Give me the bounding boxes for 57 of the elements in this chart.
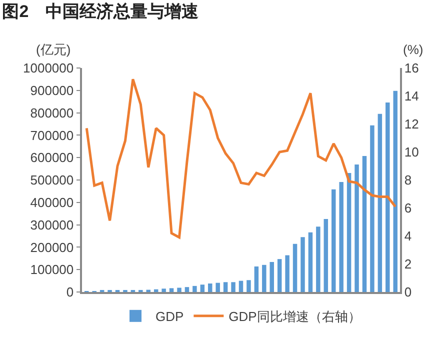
- bar: [362, 156, 367, 292]
- bar: [277, 259, 282, 292]
- bar: [378, 114, 382, 292]
- bar: [316, 226, 320, 292]
- bar: [270, 262, 274, 292]
- bar: [169, 288, 174, 292]
- chart-title: 图2 中国经济总量与增速: [2, 2, 199, 22]
- y-tick-label: 200000: [30, 240, 74, 255]
- y-tick-label: 900000: [30, 82, 74, 98]
- y-tick-label: 500000: [30, 172, 74, 188]
- y2-tick-label: 2: [404, 256, 412, 272]
- y-tick-label: 400000: [30, 194, 74, 210]
- bar: [262, 264, 266, 292]
- legend-label: GDP: [156, 308, 184, 324]
- bar: [308, 232, 313, 292]
- y-tick-label: 300000: [30, 217, 74, 232]
- y2-tick-label: 12: [404, 116, 419, 132]
- bar: [223, 282, 228, 292]
- bar: [285, 255, 290, 292]
- bar: [332, 189, 336, 292]
- y2-tick-label: 0: [404, 284, 412, 300]
- bar: [162, 288, 166, 292]
- bar: [339, 182, 344, 292]
- y-tick-label: 1000000: [23, 60, 74, 76]
- bar: [192, 286, 197, 292]
- bar: [231, 282, 236, 292]
- bar: [324, 218, 328, 292]
- bar: [246, 280, 251, 292]
- bar: [300, 237, 305, 292]
- y-tick-label: 600000: [30, 150, 74, 166]
- bar: [393, 90, 398, 292]
- legend-label: GDP同比增速（右轴）: [228, 308, 361, 324]
- line-series: [85, 78, 397, 239]
- bar: [386, 102, 390, 292]
- bar: [254, 266, 259, 292]
- bar: [346, 173, 352, 292]
- bar: [292, 244, 298, 292]
- y-tick-label: 700000: [30, 128, 74, 143]
- bar: [200, 284, 205, 292]
- y2-axis-title: (%): [403, 42, 424, 57]
- y2-tick-label: 10: [404, 144, 419, 160]
- y-tick-label: 0: [66, 284, 74, 300]
- y2-tick-label: 14: [404, 88, 419, 104]
- y-tick-label: 800000: [30, 105, 74, 120]
- bar: [354, 164, 359, 292]
- bar: [177, 288, 182, 292]
- bar: [370, 125, 374, 292]
- y2-tick-label: 4: [404, 228, 412, 244]
- y-axis-title: (亿元): [36, 42, 71, 57]
- bar: [216, 282, 220, 292]
- y-tick-label: 100000: [30, 262, 74, 278]
- y2-tick-label: 16: [404, 60, 419, 76]
- bar: [208, 283, 212, 292]
- bar: [184, 287, 190, 292]
- y2-tick-label: 6: [404, 200, 412, 216]
- bar: [238, 280, 244, 292]
- y2-tick-label: 8: [404, 172, 412, 188]
